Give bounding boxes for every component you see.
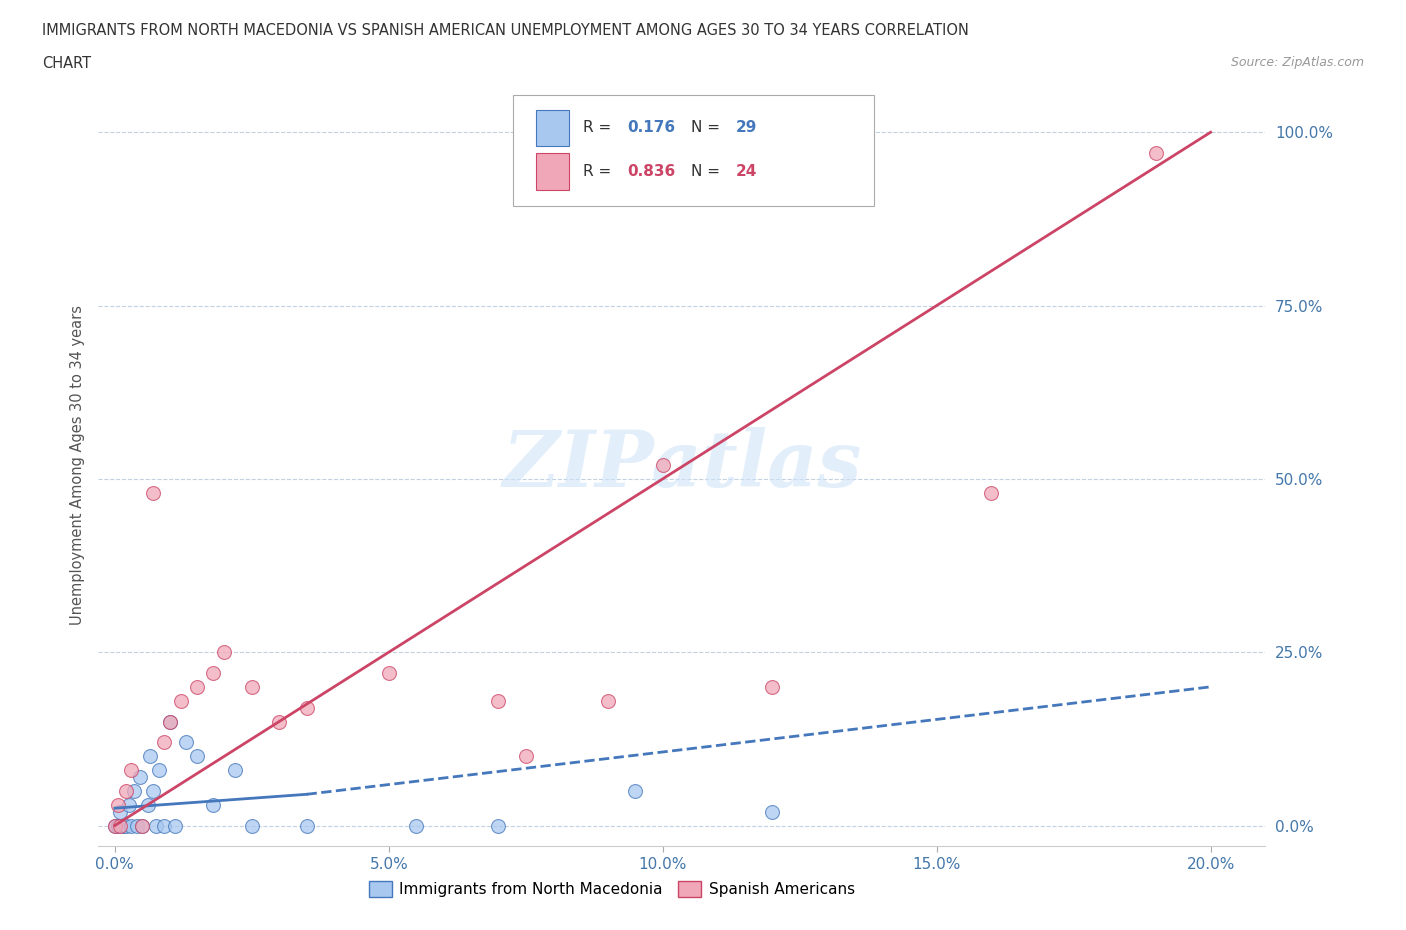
- Point: [159, 714, 181, 729]
- FancyBboxPatch shape: [513, 95, 875, 206]
- Point: [159, 714, 181, 729]
- Point: [145, 818, 167, 833]
- Point: [405, 818, 427, 833]
- Bar: [536, 153, 568, 190]
- Point: [112, 818, 135, 833]
- Point: [122, 783, 145, 798]
- Point: [214, 644, 236, 659]
- Point: [165, 818, 187, 833]
- Point: [980, 485, 1002, 500]
- Point: [117, 797, 139, 812]
- Point: [240, 818, 263, 833]
- Text: N =: N =: [692, 120, 725, 136]
- Point: [110, 818, 132, 833]
- Point: [136, 797, 159, 812]
- Point: [202, 666, 225, 681]
- Point: [1144, 146, 1167, 161]
- Point: [515, 749, 537, 764]
- Text: IMMIGRANTS FROM NORTH MACEDONIA VS SPANISH AMERICAN UNEMPLOYMENT AMONG AGES 30 T: IMMIGRANTS FROM NORTH MACEDONIA VS SPANI…: [42, 23, 969, 38]
- Y-axis label: Unemployment Among Ages 30 to 34 years: Unemployment Among Ages 30 to 34 years: [69, 305, 84, 625]
- Point: [148, 763, 170, 777]
- Point: [120, 818, 142, 833]
- Point: [131, 818, 153, 833]
- Point: [114, 818, 136, 833]
- Point: [486, 693, 509, 708]
- Point: [624, 783, 647, 798]
- Point: [174, 735, 197, 750]
- Text: R =: R =: [582, 120, 616, 136]
- Text: ZIPatlas: ZIPatlas: [502, 427, 862, 503]
- Point: [761, 680, 783, 695]
- Point: [120, 763, 142, 777]
- Point: [651, 458, 673, 472]
- Point: [104, 818, 127, 833]
- Point: [110, 804, 132, 819]
- Point: [186, 749, 208, 764]
- Text: R =: R =: [582, 164, 616, 179]
- Legend: Immigrants from North Macedonia, Spanish Americans: Immigrants from North Macedonia, Spanish…: [363, 875, 860, 903]
- Point: [240, 680, 263, 695]
- Point: [295, 818, 318, 833]
- Point: [139, 749, 162, 764]
- Point: [125, 818, 148, 833]
- Point: [104, 818, 127, 833]
- Point: [295, 700, 318, 715]
- Point: [107, 818, 129, 833]
- Text: Source: ZipAtlas.com: Source: ZipAtlas.com: [1230, 56, 1364, 69]
- Point: [186, 680, 208, 695]
- Text: 24: 24: [735, 164, 756, 179]
- Point: [169, 693, 191, 708]
- Point: [114, 783, 136, 798]
- Text: N =: N =: [692, 164, 725, 179]
- Point: [596, 693, 619, 708]
- Point: [269, 714, 291, 729]
- Text: CHART: CHART: [42, 56, 91, 71]
- Point: [224, 763, 246, 777]
- Point: [131, 818, 153, 833]
- Point: [202, 797, 225, 812]
- Point: [153, 818, 176, 833]
- Point: [486, 818, 509, 833]
- Point: [128, 769, 150, 784]
- Point: [107, 797, 129, 812]
- Text: 0.836: 0.836: [627, 164, 675, 179]
- Point: [761, 804, 783, 819]
- Point: [142, 783, 165, 798]
- Point: [378, 666, 401, 681]
- Text: 0.176: 0.176: [627, 120, 675, 136]
- Text: 29: 29: [735, 120, 756, 136]
- Point: [142, 485, 165, 500]
- Bar: [536, 110, 568, 146]
- Point: [153, 735, 176, 750]
